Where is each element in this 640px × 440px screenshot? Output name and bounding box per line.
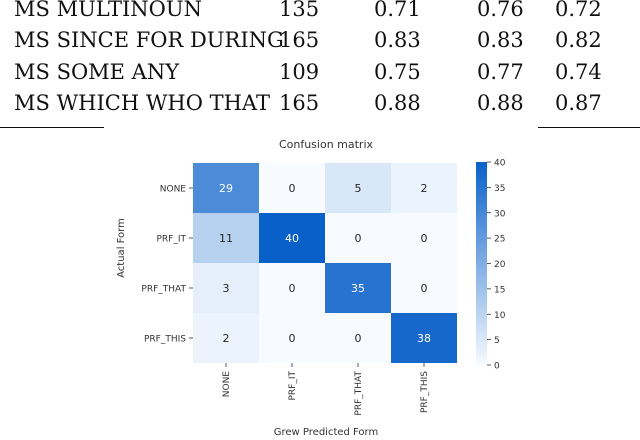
x-tick-label: PRF_IT (288, 371, 298, 401)
heatmap-cell (193, 213, 259, 263)
heatmap-cell (325, 163, 391, 213)
score-cell: 0.88 (374, 91, 421, 115)
heatmap-cell (391, 213, 457, 263)
colorbar-tick-label: 35 (494, 184, 505, 194)
count-cell: 165 (279, 28, 320, 52)
colorbar-tick-label: 5 (494, 336, 500, 346)
colorbar-tick-label: 10 (494, 311, 506, 321)
count-cell: 135 (279, 0, 320, 21)
cell-value-label: 29 (219, 182, 233, 195)
heatmap-cell (193, 163, 259, 213)
cell-value-label: 0 (289, 182, 296, 195)
cell-value-label: 0 (355, 232, 362, 245)
cell-value-label: 38 (417, 332, 431, 345)
cell-value-label: 40 (285, 232, 299, 245)
row-label: MS SOME ANY (14, 60, 180, 84)
cell-value-label: 3 (223, 282, 230, 295)
y-tick-label: PRF_IT (156, 235, 186, 245)
heatmap-cell (391, 263, 457, 313)
score-cell: 0.75 (374, 60, 421, 84)
confusion-matrix-chart: Confusion matrix 29 0 5 211 40 0 03 0 35 02 0 0 38 N… (116, 138, 506, 438)
x-tick-label: PRF_THIS (420, 371, 430, 413)
results-table: MS MULTINOUN 135 0.71 0.76 0.72 MS SINCE… (0, 0, 640, 130)
score-cell: 0.71 (374, 0, 421, 21)
row-label: MS SINCE FOR DURING (14, 28, 284, 52)
y-tick-label: PRF_THAT (141, 285, 186, 295)
heatmap-cell (325, 213, 391, 263)
heatmap-cells: 29 0 5 2 11 40 0 0 3 0 35 0 2 0 0 38 (193, 163, 457, 363)
y-tick-label: PRF_THIS (144, 335, 186, 345)
cell-value-label: 2 (223, 332, 230, 345)
score-cell: 0.87 (555, 91, 602, 115)
heatmap-cell (259, 163, 325, 213)
score-cell: 0.82 (555, 28, 602, 52)
row-label: MS MULTINOUN (14, 0, 202, 21)
table-row: MS SINCE FOR DURING 165 0.83 0.83 0.82 (0, 25, 640, 55)
table-row: MS WHICH WHO THAT 165 0.88 0.88 0.87 (0, 88, 640, 118)
count-cell: 109 (279, 60, 320, 84)
cell-value-label: 0 (355, 332, 362, 345)
heatmap-cell (325, 313, 391, 363)
count-cell: 165 (279, 91, 320, 115)
y-tick-label: NONE (160, 185, 187, 195)
score-cell: 0.88 (477, 91, 524, 115)
cell-value-label: 0 (289, 282, 296, 295)
heatmap-cell (391, 313, 457, 363)
heatmap-cell (193, 313, 259, 363)
table-bottom-rule-right (538, 127, 640, 128)
score-cell: 0.77 (477, 60, 524, 84)
heatmap-cell (325, 263, 391, 313)
heatmap-cell (391, 163, 457, 213)
score-cell: 0.74 (555, 60, 602, 84)
cell-value-label: 0 (289, 332, 296, 345)
table-bottom-rule-left (0, 127, 104, 128)
score-cell: 0.83 (477, 28, 524, 52)
cell-value-label: 0 (421, 232, 428, 245)
colorbar-tick-label: 40 (494, 159, 506, 169)
x-tick-label: PRF_THAT (354, 370, 364, 415)
heatmap-cell (193, 263, 259, 313)
colorbar-tick-label: 25 (494, 235, 505, 245)
heatmap-cell (259, 213, 325, 263)
cell-value-label: 5 (355, 182, 362, 195)
axis-ticks: NONE PRF_IT PRF_THAT PRF_THIS NONE PRF_IT PRF_… (141, 185, 430, 416)
colorbar-tick-label: 20 (494, 260, 506, 270)
colorbar-tick-label: 15 (494, 285, 505, 295)
table-row: MS MULTINOUN 135 0.71 0.76 0.72 (0, 0, 640, 24)
colorbar-tick-label: 30 (494, 209, 506, 219)
heatmap-cell (259, 313, 325, 363)
table-row: MS SOME ANY 109 0.75 0.77 0.74 (0, 57, 640, 87)
colorbar-tick-label: 0 (494, 362, 500, 372)
cell-value-label: 35 (351, 282, 365, 295)
colorbar-ticks: 0 5 10 15 20 25 30 35 40 (487, 159, 506, 372)
cell-value-label: 0 (421, 282, 428, 295)
cell-value-label: 2 (421, 182, 428, 195)
cell-value-label: 11 (219, 232, 233, 245)
row-label: MS WHICH WHO THAT (14, 91, 270, 115)
score-cell: 0.72 (555, 0, 602, 21)
colorbar (476, 162, 487, 365)
score-cell: 0.83 (374, 28, 421, 52)
x-tick-label: NONE (222, 371, 232, 398)
x-axis-label: Grew Predicted Form (274, 427, 378, 438)
heatmap-cell (259, 263, 325, 313)
score-cell: 0.76 (477, 0, 524, 21)
chart-title: Confusion matrix (279, 138, 374, 151)
y-axis-label: Actual Form (116, 218, 127, 278)
